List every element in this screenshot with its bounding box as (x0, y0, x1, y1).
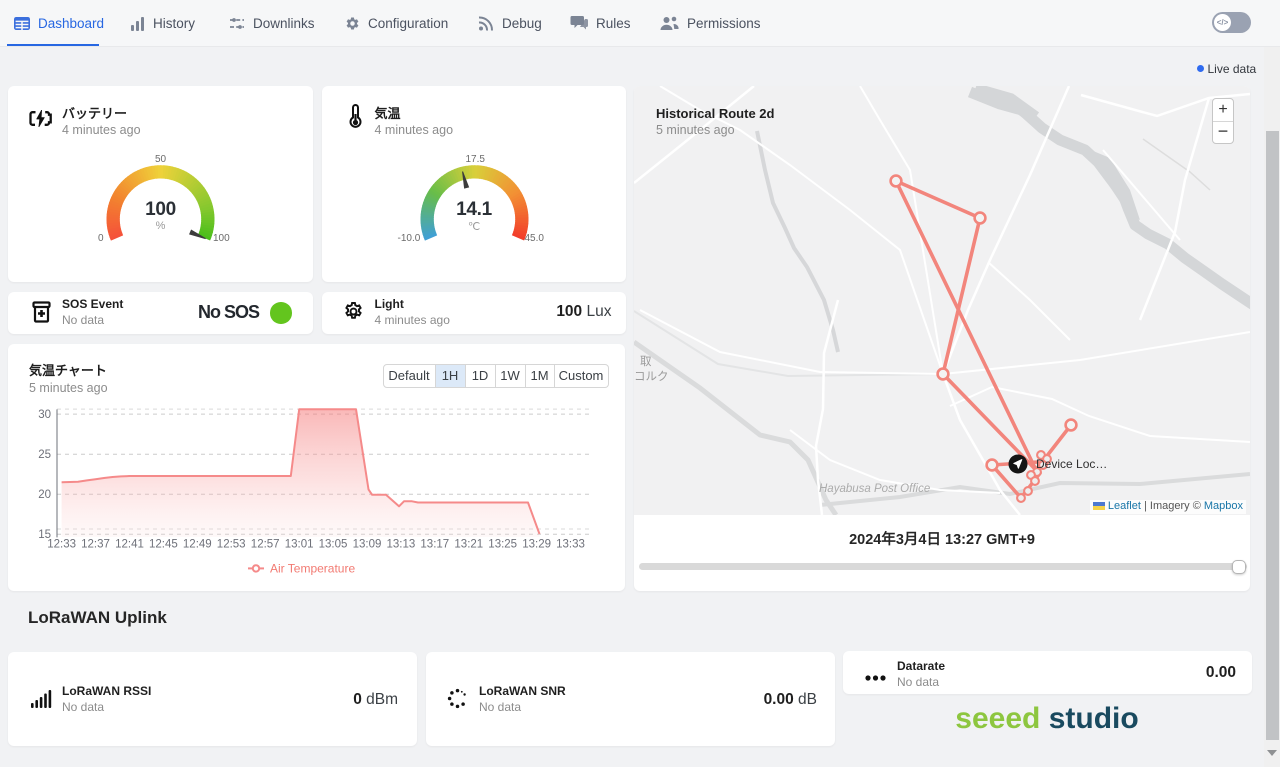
svg-text:12:37: 12:37 (81, 538, 110, 550)
svg-text:13:09: 13:09 (353, 538, 382, 550)
svg-text:13:17: 13:17 (420, 538, 449, 550)
svg-text:13:05: 13:05 (319, 538, 348, 550)
svg-text:13:33: 13:33 (556, 538, 585, 550)
svg-text:13:01: 13:01 (285, 538, 314, 550)
svg-text:20: 20 (38, 489, 51, 501)
svg-text:Hayabusa Post Office: Hayabusa Post Office (819, 483, 930, 495)
svg-text:15: 15 (38, 529, 51, 541)
svg-text:コルク: コルク (634, 370, 669, 383)
svg-text:Air Temperature: Air Temperature (270, 561, 355, 575)
svg-text:13:21: 13:21 (454, 538, 483, 550)
svg-text:12:45: 12:45 (149, 538, 178, 550)
svg-text:12:49: 12:49 (183, 538, 212, 550)
svg-text:13:25: 13:25 (488, 538, 517, 550)
svg-text:12:53: 12:53 (217, 538, 246, 550)
svg-text:12:41: 12:41 (115, 538, 144, 550)
svg-text:取: 取 (640, 355, 652, 368)
svg-text:25: 25 (38, 449, 51, 461)
svg-text:12:33: 12:33 (47, 538, 76, 550)
svg-text:30: 30 (38, 409, 51, 421)
svg-text:Device Loc…: Device Loc… (1036, 457, 1107, 471)
svg-text:13:29: 13:29 (522, 538, 551, 550)
svg-text:12:57: 12:57 (251, 538, 280, 550)
svg-text:13:13: 13:13 (387, 538, 416, 550)
